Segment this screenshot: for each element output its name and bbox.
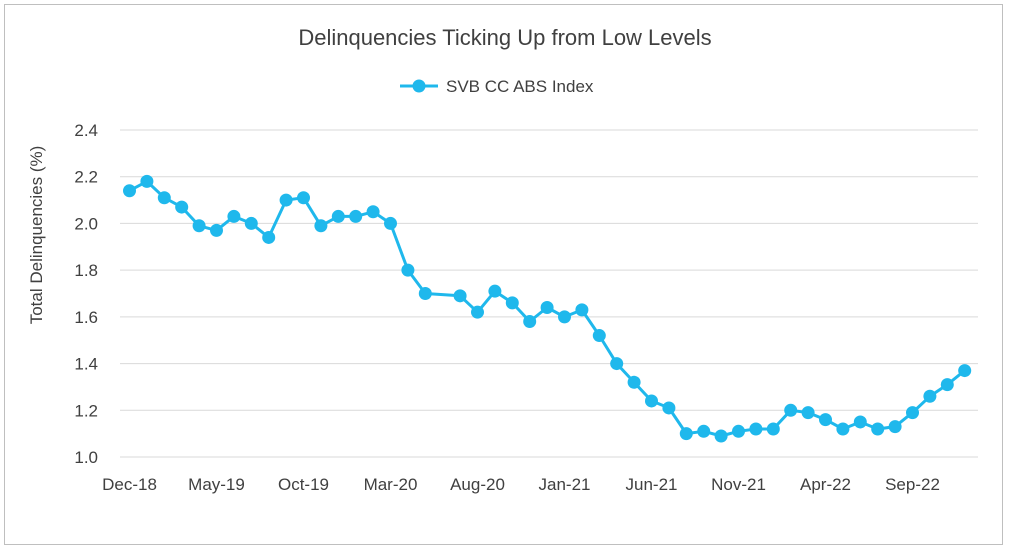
legend: SVB CC ABS Index (400, 77, 594, 96)
data-point (801, 406, 815, 420)
x-tick-label: Jan-21 (539, 475, 591, 494)
y-tick-label: 2.2 (74, 168, 98, 187)
data-point (766, 422, 780, 436)
data-point (453, 289, 467, 303)
data-point (157, 191, 171, 205)
y-tick-label: 1.0 (74, 448, 98, 467)
x-tick-label: May-19 (188, 475, 245, 494)
data-point (471, 305, 484, 319)
data-point (592, 329, 606, 343)
data-point (714, 429, 728, 443)
data-point (784, 403, 798, 417)
y-tick-label: 1.2 (74, 401, 98, 420)
x-tick-label: Dec-18 (102, 475, 157, 494)
data-point (558, 310, 571, 324)
x-tick-label: Sep-22 (885, 475, 940, 494)
data-point (662, 401, 676, 415)
data-point (645, 394, 658, 408)
data-point (940, 378, 954, 392)
data-point (349, 209, 363, 223)
data-point (140, 174, 154, 188)
data-point (871, 422, 885, 436)
data-point (523, 315, 537, 329)
y-axis-label: Total Delinquencies (%) (27, 146, 46, 325)
chart-title: Delinquencies Ticking Up from Low Levels (298, 25, 711, 50)
data-point (610, 357, 624, 371)
data-point (923, 389, 937, 403)
series-svb-cc-abs-index (123, 174, 972, 443)
data-point (192, 219, 206, 233)
data-point (679, 427, 693, 441)
data-point (697, 424, 711, 438)
data-point (958, 364, 972, 378)
data-point (331, 209, 345, 223)
y-tick-label: 1.4 (74, 355, 98, 374)
data-point (384, 216, 397, 230)
data-point (906, 406, 919, 420)
x-tick-label: Oct-19 (278, 475, 329, 494)
data-point (123, 184, 136, 198)
data-point (853, 415, 867, 429)
y-tick-label: 1.6 (74, 308, 98, 327)
x-tick-label: Jun-21 (626, 475, 678, 494)
data-point (244, 216, 258, 230)
data-point (418, 287, 432, 300)
gridlines (120, 129, 978, 458)
x-tick-label: Aug-20 (450, 475, 505, 494)
data-point (366, 205, 380, 219)
data-point (297, 191, 310, 205)
chart-frame (4, 4, 1003, 545)
data-point (262, 230, 276, 244)
data-point (175, 200, 189, 214)
data-point (488, 284, 502, 298)
data-point (819, 413, 832, 427)
y-tick-label: 1.8 (74, 261, 98, 280)
x-tick-label: Apr-22 (800, 475, 851, 494)
data-point (540, 301, 554, 315)
data-point (888, 420, 902, 434)
data-point (627, 375, 641, 389)
y-tick-labels: 1.0 1.2 1.4 1.6 1.8 2.0 2.2 2.4 (74, 121, 98, 467)
legend-label: SVB CC ABS Index (446, 77, 594, 96)
data-point (836, 422, 850, 436)
legend-marker-swatch (412, 79, 426, 93)
data-point (749, 422, 763, 436)
y-tick-label: 2.4 (74, 121, 98, 140)
x-tick-labels: Dec-18 May-19 Oct-19 Mar-20 Aug-20 Jan-21 Jun-… (102, 475, 940, 494)
data-point (279, 193, 293, 207)
data-point (505, 296, 519, 310)
x-tick-label: Nov-21 (711, 475, 766, 494)
data-point (314, 219, 328, 233)
y-tick-label: 2.0 (74, 214, 98, 233)
data-point (732, 424, 745, 438)
data-point (401, 263, 415, 277)
data-point (227, 209, 241, 223)
data-point (575, 303, 589, 317)
data-point (210, 223, 223, 237)
x-tick-label: Mar-20 (364, 475, 418, 494)
